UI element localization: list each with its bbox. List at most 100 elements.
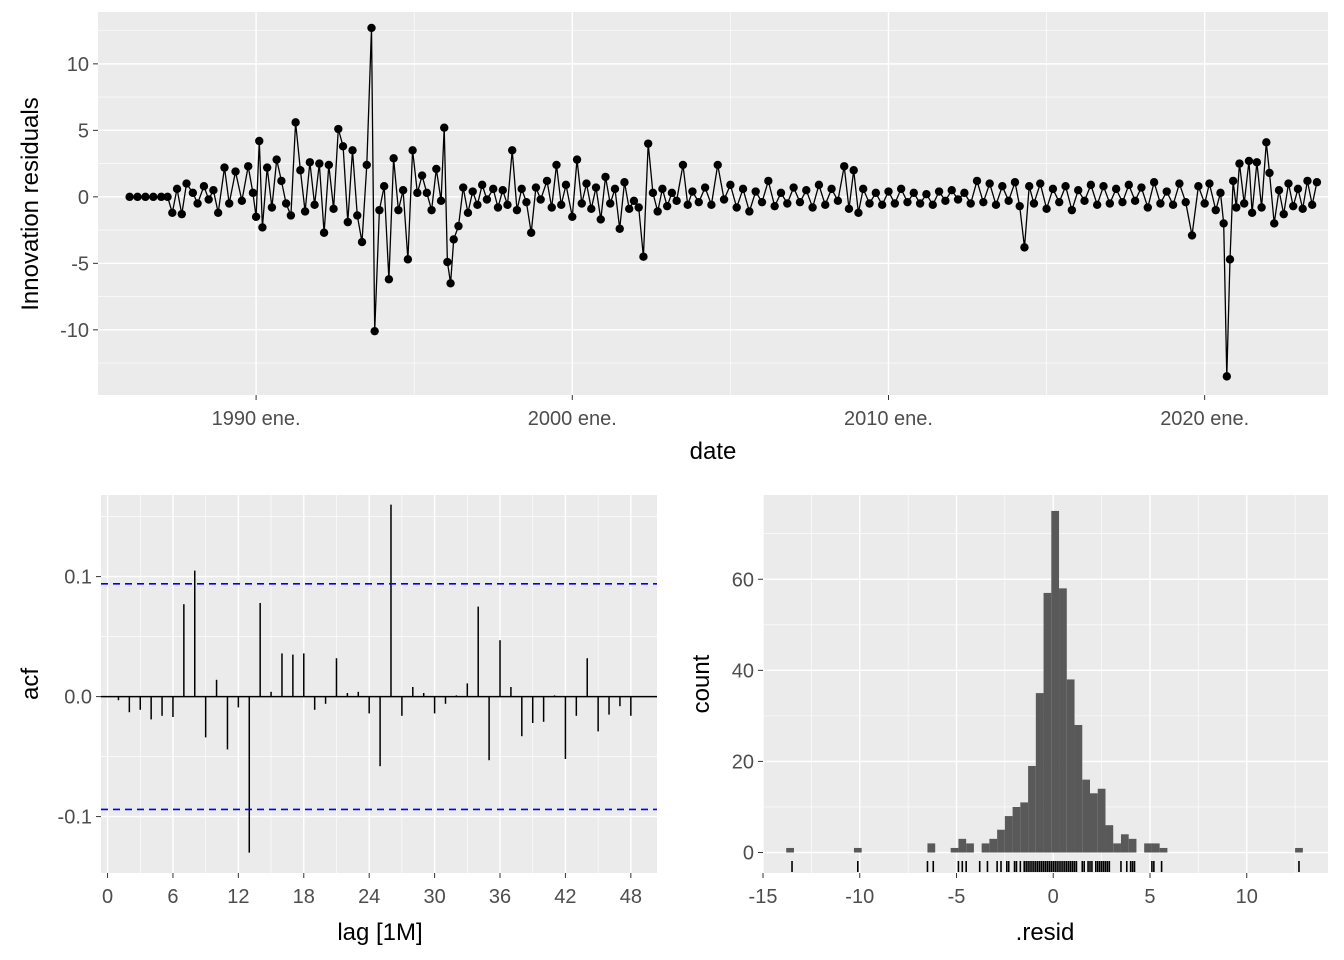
histogram-bar <box>927 843 936 853</box>
residual-point <box>1228 176 1238 186</box>
residual-point <box>577 199 586 208</box>
residual-point <box>707 200 716 210</box>
residual-point <box>343 217 352 227</box>
residual-point <box>220 163 229 172</box>
residual-point <box>960 188 969 198</box>
residual-point <box>1274 186 1284 195</box>
residual-point <box>149 192 158 202</box>
residual-point <box>1216 188 1225 198</box>
residual-point <box>1181 197 1190 207</box>
residual-point <box>601 172 610 182</box>
x-tick-label: 18 <box>293 886 315 908</box>
residuals-series <box>125 23 1322 381</box>
residual-point <box>291 118 300 127</box>
histogram-bar <box>997 829 1005 853</box>
residual-point <box>315 159 324 168</box>
x-tick-label: 24 <box>358 886 380 908</box>
residual-point <box>413 188 422 198</box>
histogram-y-axis-title: count <box>688 654 715 713</box>
residual-point <box>643 139 653 148</box>
residual-point <box>1225 255 1235 264</box>
histogram-bar <box>1105 825 1114 853</box>
x-tick-label: -5 <box>948 886 966 908</box>
residual-point <box>277 176 286 186</box>
x-tick-label: 36 <box>489 886 511 908</box>
residual-point <box>446 279 455 288</box>
residual-point <box>403 255 413 264</box>
histogram-y-axis: 0 20 40 60 <box>732 569 763 865</box>
residual-point <box>587 204 596 214</box>
histogram-bar <box>966 843 974 853</box>
residual-point <box>258 223 267 232</box>
x-tick-label: 1990 ene. <box>212 408 301 430</box>
residual-point <box>300 207 310 216</box>
residual-point <box>998 182 1007 191</box>
residual-point <box>854 208 863 218</box>
residual-point <box>808 203 817 212</box>
residual-point <box>193 199 202 208</box>
residual-point <box>157 192 166 202</box>
residual-point <box>615 224 624 233</box>
histogram-bar <box>1144 843 1152 853</box>
residual-point <box>1137 183 1146 192</box>
residual-point <box>286 211 296 220</box>
acf-y-axis-title: acf <box>17 668 44 700</box>
residual-point <box>1042 204 1051 214</box>
residual-point <box>296 166 305 175</box>
residual-point <box>1015 201 1024 211</box>
residual-point <box>209 186 218 195</box>
residual-point <box>1175 179 1184 188</box>
histogram-bar <box>950 847 959 853</box>
residual-point <box>1149 178 1159 187</box>
residual-point <box>182 179 191 188</box>
residual-point <box>251 212 261 221</box>
residual-point <box>629 196 639 206</box>
residual-point <box>634 203 643 212</box>
histogram-bar <box>1128 838 1137 853</box>
residual-point <box>231 167 240 176</box>
residual-point <box>572 155 582 164</box>
x-tick-label: -15 <box>749 886 778 908</box>
residual-point <box>934 187 944 196</box>
histogram-bar <box>1012 806 1021 853</box>
residual-point <box>177 209 186 219</box>
x-tick-label: 12 <box>227 886 249 908</box>
residual-point <box>1061 182 1070 191</box>
residual-point <box>1303 176 1312 186</box>
residual-point <box>225 199 234 208</box>
residual-point <box>582 179 591 188</box>
residual-point <box>1162 187 1171 196</box>
residual-point <box>840 162 849 171</box>
histogram-rug <box>791 861 1300 872</box>
residual-point <box>713 160 722 170</box>
residual-point <box>1257 203 1266 212</box>
x-tick-label: 6 <box>167 886 178 908</box>
residual-point <box>871 188 881 198</box>
histogram-bar <box>1035 693 1044 853</box>
residual-point <box>1312 178 1322 187</box>
acf-bars <box>101 504 657 853</box>
residual-point <box>953 195 963 204</box>
histogram-bar <box>1159 847 1168 853</box>
residual-point <box>1004 196 1013 206</box>
x-tick-label: 30 <box>423 886 445 908</box>
residual-point <box>427 205 436 215</box>
residual-point <box>248 188 258 198</box>
residual-point <box>610 184 620 194</box>
residual-point <box>394 205 403 215</box>
residual-point <box>204 195 213 204</box>
histogram-x-axis-title: .resid <box>1016 919 1075 946</box>
residual-point <box>928 200 937 210</box>
residual-point <box>141 192 150 202</box>
y-tick-label: 0.1 <box>64 567 92 589</box>
residual-point <box>726 180 735 190</box>
residual-point <box>833 196 843 206</box>
histogram-x-axis: -15 -10 -5 0 5 10 <box>749 873 1258 908</box>
residual-point <box>658 184 667 194</box>
residual-point <box>1222 372 1232 381</box>
residual-point <box>1024 182 1034 191</box>
x-tick-label: 2000 ene. <box>528 408 617 430</box>
residual-point <box>440 123 449 132</box>
residual-point <box>353 211 362 220</box>
